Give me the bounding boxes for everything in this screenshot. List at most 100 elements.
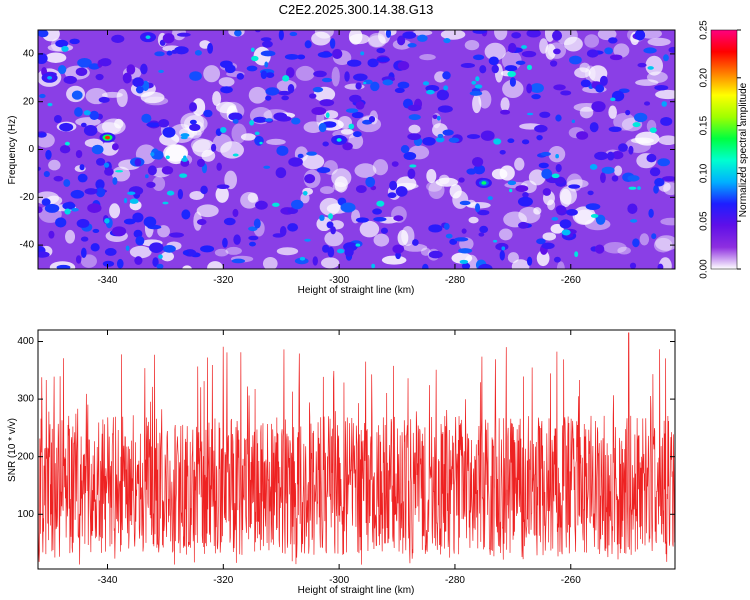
heatmap-blob (460, 63, 475, 68)
heatmap-low-blob (645, 55, 664, 76)
heatmap-blob-bright (637, 186, 641, 190)
heatmap-blob (643, 101, 651, 106)
heatmap-blob (392, 244, 405, 254)
heatmap-blob (207, 42, 214, 54)
heatmap-blob (38, 251, 50, 258)
heatmap-blob (41, 198, 51, 206)
heatmap-low-blob (332, 181, 347, 192)
heatmap-blob-bright (471, 80, 477, 85)
heatmap-blob (594, 151, 609, 161)
heatmap-blob-bright (328, 213, 333, 220)
heatmap-low-blob (464, 39, 480, 51)
heatmap-blob (291, 199, 304, 210)
colorbar-ticks: 0.00 0.05 0.10 0.15 0.20 0.25 (699, 20, 741, 279)
heatmap-blob (488, 56, 499, 66)
heatmap-low-blob (192, 139, 216, 157)
heatmap-blob (321, 77, 332, 83)
heatmap-blob (654, 84, 669, 91)
heatmap-blob (395, 186, 408, 197)
heatmap-blob (43, 170, 50, 178)
heatmap-low-blob (539, 38, 549, 54)
heatmap-blob-bright (445, 233, 453, 239)
heatmap-blob (608, 126, 622, 133)
heatmap-low-blob (559, 188, 572, 208)
heatmap-blob (313, 70, 327, 78)
heatmap-blob (355, 100, 365, 110)
heatmap-blob (312, 256, 318, 266)
heatmap-blob-bright (180, 133, 190, 138)
heatmap-blob (397, 81, 410, 89)
heatmap-blob (278, 90, 291, 96)
heatmap-blob (491, 64, 499, 74)
heatmap-blob (330, 226, 336, 235)
heatmap-blob (182, 250, 190, 256)
heatmap-blob (663, 54, 669, 62)
heatmap-blob (200, 185, 208, 195)
heatmap-blob-bright (220, 126, 227, 134)
heatmap-blob (99, 58, 112, 67)
heatmap-blob (606, 151, 615, 161)
heatmap-blob (368, 115, 376, 123)
heatmap-blob (349, 94, 362, 103)
heatmap-low-blob (426, 181, 443, 192)
heatmap-blob-bright (254, 131, 260, 136)
heatmap-blob (628, 145, 634, 155)
heatmap-low-blob (214, 248, 229, 257)
heatmap-blob (428, 224, 443, 233)
heatmap-blob (472, 30, 487, 34)
heatmap-blob-bright (422, 81, 430, 86)
heatmap-blob (540, 151, 551, 157)
heatmap-blob (255, 200, 268, 210)
heatmap-blob-bright (264, 61, 269, 68)
heatmap-blob (442, 71, 451, 80)
heatmap-blob (45, 149, 52, 160)
heatmap-blob (611, 175, 619, 182)
heatmap-blob (407, 168, 416, 180)
heatmap-blob (297, 54, 306, 60)
heatmap-blob (500, 109, 511, 115)
heatmap-low-blob (449, 184, 462, 199)
snr-x-tick-label: -340 (97, 575, 117, 586)
heatmap-blob (312, 86, 324, 93)
heatmap-low-blob (614, 165, 623, 176)
heatmap-low-blob (80, 254, 97, 268)
heatmap-blob-bright (630, 219, 638, 223)
heatmap-blob-bright (336, 248, 345, 254)
heatmap-blob-bright (437, 133, 444, 139)
heatmap-blob-bright (64, 141, 70, 146)
heatmap-blob-bright (475, 76, 480, 82)
heatmap-low-blob (301, 153, 325, 170)
heatmap-blob-bright (509, 188, 513, 193)
heatmap-blob (69, 38, 80, 45)
heatmap-blob (553, 84, 566, 91)
heatmap-low-blob (426, 168, 437, 184)
heatmap-blob (55, 39, 69, 48)
heatmap-blob (327, 246, 335, 258)
heatmap-blob (402, 31, 417, 39)
heatmap-blob (432, 114, 438, 120)
heatmap-blob (651, 233, 657, 240)
heatmap-low-blob (478, 90, 492, 109)
heatmap-blob (62, 202, 76, 210)
colorbar-tick-label: 0.10 (699, 163, 710, 183)
heatmap-blob (63, 75, 78, 84)
snr-panel: -340 -320 -300 -280 -260 100 200 300 400 Height… (7, 329, 676, 596)
heatmap-low-blob (276, 247, 299, 256)
snr-x-ticks: -340 -320 -300 -280 -260 (97, 330, 581, 586)
heatmap-blob (517, 196, 533, 207)
heatmap-low-blob (182, 265, 192, 269)
heatmap-blob (39, 93, 46, 99)
heatmap-blob (329, 38, 336, 49)
heatmap-blob (223, 217, 236, 226)
heatmap-blob-bright (632, 122, 641, 128)
snr-x-tick-label: -280 (445, 575, 465, 586)
heatmap-blob (522, 192, 529, 198)
heatmap-blob (260, 70, 268, 80)
heatmap-blob-bright (443, 85, 449, 91)
heatmap-low-blob (536, 250, 550, 267)
heatmap-blob (284, 53, 299, 60)
heatmap-blob (216, 162, 222, 171)
heatmap-blob (232, 208, 239, 218)
heatmap-blob (92, 228, 100, 233)
heatmap-blob (459, 200, 471, 206)
